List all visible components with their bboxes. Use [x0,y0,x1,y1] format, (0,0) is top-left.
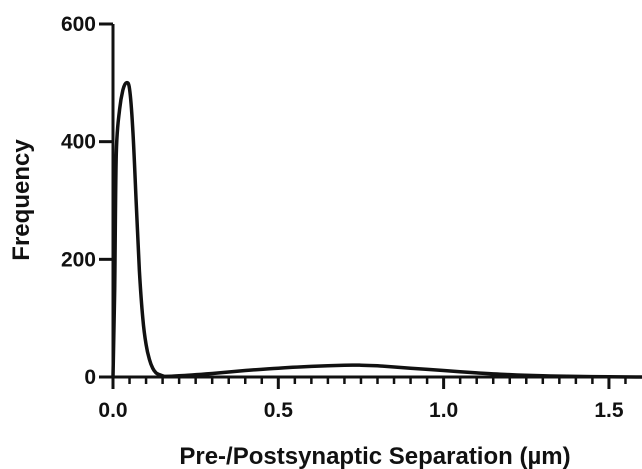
y-tick-label: 400 [61,131,96,154]
x-axis-title: Pre-/Postsynaptic Separation (µm) [179,443,570,469]
y-tick-label: 0 [84,366,96,389]
plot-area [111,80,642,379]
x-tick-label: 0.5 [264,399,294,422]
x-tick-label: 1.5 [594,399,624,422]
series-line [111,80,642,379]
y-tick-label: 600 [61,13,96,36]
y-tick-label: 200 [61,248,96,271]
x-axis: 0.0 0.5 1.0 1.5 [98,375,642,422]
x-tick-label: 0.0 [98,399,127,422]
x-tick-label: 1.0 [429,399,458,422]
y-axis: 0 200 400 600 [61,13,115,389]
y-axis-title: Frequency [8,139,35,261]
